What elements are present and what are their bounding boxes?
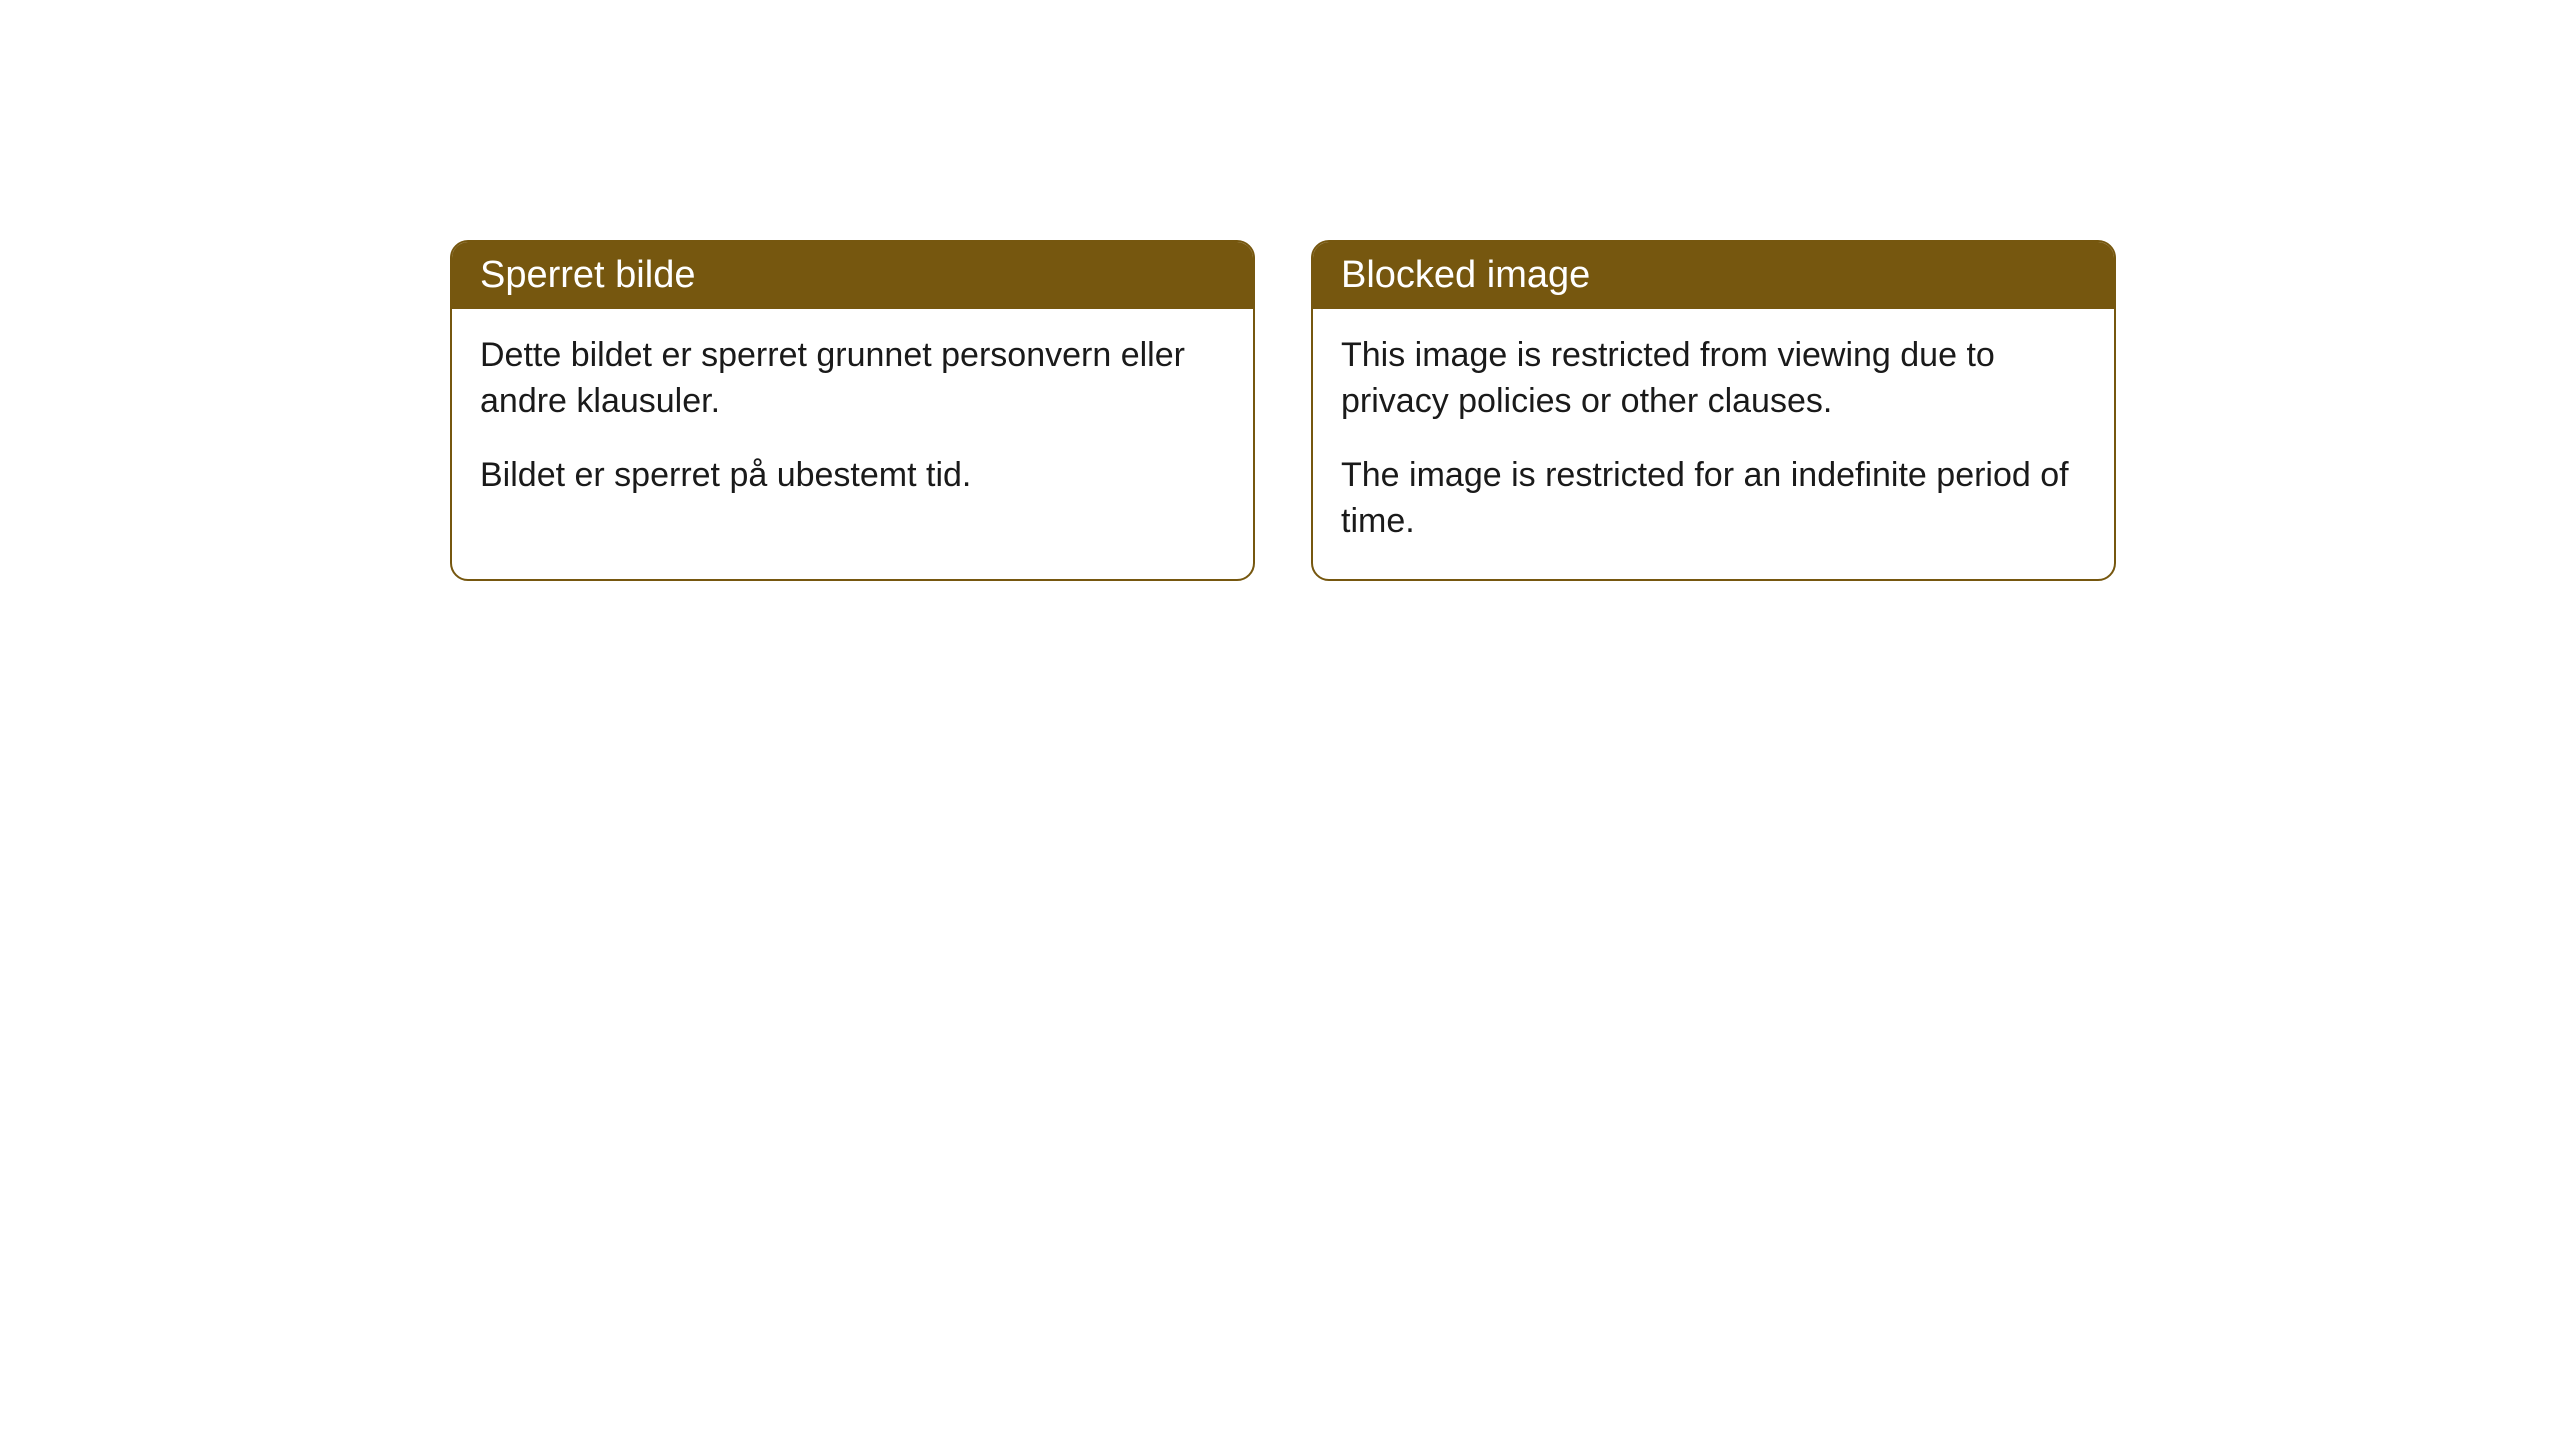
- blocked-image-card-no: Sperret bilde Dette bildet er sperret gr…: [450, 240, 1255, 581]
- card-text-no-1: Dette bildet er sperret grunnet personve…: [480, 333, 1225, 425]
- card-text-en-2: The image is restricted for an indefinit…: [1341, 453, 2086, 545]
- card-body-no: Dette bildet er sperret grunnet personve…: [452, 309, 1253, 533]
- card-body-en: This image is restricted from viewing du…: [1313, 309, 2114, 579]
- card-header-en: Blocked image: [1313, 242, 2114, 309]
- card-text-no-2: Bildet er sperret på ubestemt tid.: [480, 453, 1225, 499]
- card-header-no: Sperret bilde: [452, 242, 1253, 309]
- blocked-image-card-en: Blocked image This image is restricted f…: [1311, 240, 2116, 581]
- card-text-en-1: This image is restricted from viewing du…: [1341, 333, 2086, 425]
- blocked-image-cards: Sperret bilde Dette bildet er sperret gr…: [450, 240, 2560, 581]
